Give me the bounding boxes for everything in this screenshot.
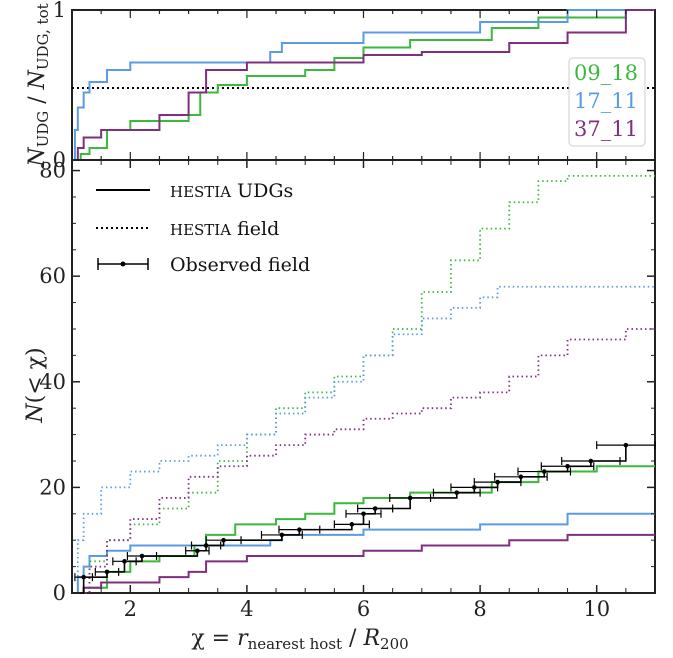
top-ytick-label-1: 1 [53,0,66,22]
observed-point [541,469,547,474]
observed-point [104,569,110,575]
sim-legend-frame [568,57,646,147]
legend-label-field: HESTIA field [170,218,279,240]
observed-point [518,474,524,480]
sim-legend-box: 09_18 17_11 37_11 [568,57,646,147]
observed-field-series [72,441,656,594]
observed-point [349,522,355,527]
legend: HESTIA UDGs HESTIA field Observed field [96,180,310,276]
xtick-label-8: 8 [473,597,486,621]
observed-point [361,511,366,517]
xtick-label-2: 2 [124,597,137,621]
ytick-label-80: 80 [39,159,66,183]
observed-point [122,559,127,564]
ytick-label-20: 20 [39,475,66,499]
bottom-series-09-18-UDGs [72,465,655,594]
bottom-plot-area [72,174,656,594]
top-ytick-label-0: 0 [53,148,66,172]
top-panel: 01 NUDG / NUDG, tot 09_18 17_11 37_11 [25,0,656,172]
sim-label-09-18: 09_18 [574,61,638,85]
top-series-37_11 [72,9,655,161]
top-y-ticks: 01 [53,0,656,172]
bottom-series-09-18-field [72,174,655,594]
observed-point [203,543,209,548]
ytick-label-40: 40 [39,370,66,394]
observed-point [471,485,477,490]
sim-label-37-11: 37_11 [574,117,638,141]
xtick-label-10: 10 [583,597,610,621]
observed-point [372,506,378,511]
observed-point [495,479,500,485]
observed-point [297,527,302,532]
ytick-label-60: 60 [39,264,66,288]
legend-label-udgs: HESTIA UDGs [170,180,293,202]
legend-errorbar-marker [97,258,149,270]
bottom-series-37-11-UDGs [72,533,655,594]
observed-field-step [72,445,627,594]
observed-point [221,537,226,543]
legend-label-udgs-sc: HESTIA [170,183,231,201]
bottom-ticks: 2 4 6 8 10 0 20 40 60 80 [39,159,656,621]
observed-point [623,442,629,448]
top-plot-area [72,9,655,161]
ytick-label-0: 0 [53,581,66,605]
xtick-label-4: 4 [240,597,253,621]
bottom-y-axis-title: N(< χ) [23,347,48,423]
observed-point [279,532,285,538]
legend-label-observed: Observed field [170,254,310,276]
legend-label-field-rest: field [231,218,279,240]
legend-label-udgs-rest: UDGs [231,180,293,202]
sim-label-17-11: 17_11 [574,89,638,113]
bottom-series-17-11-field [72,285,655,594]
observed-point [81,574,86,580]
top-y-axis-title: NUDG / NUDG, tot [25,3,52,167]
observed-point [407,495,413,501]
xtick-label-6: 6 [357,597,370,621]
observed-point [195,548,200,554]
legend-label-field-sc: HESTIA [170,221,231,239]
observed-point [565,463,570,469]
top-series-17_11 [72,9,655,161]
bottom-series-37-11-field [72,328,655,594]
top-series-09_18 [72,9,655,161]
observed-point [454,490,460,495]
observed-point [588,458,594,464]
observed-point [139,553,145,559]
x-axis-title: χ = rnearest host / R200 [191,626,408,653]
bottom-panel: 2 4 6 8 10 0 20 40 60 80 N(< χ) χ = rnearest host… [23,159,656,653]
bottom-panel-frame [71,159,656,594]
